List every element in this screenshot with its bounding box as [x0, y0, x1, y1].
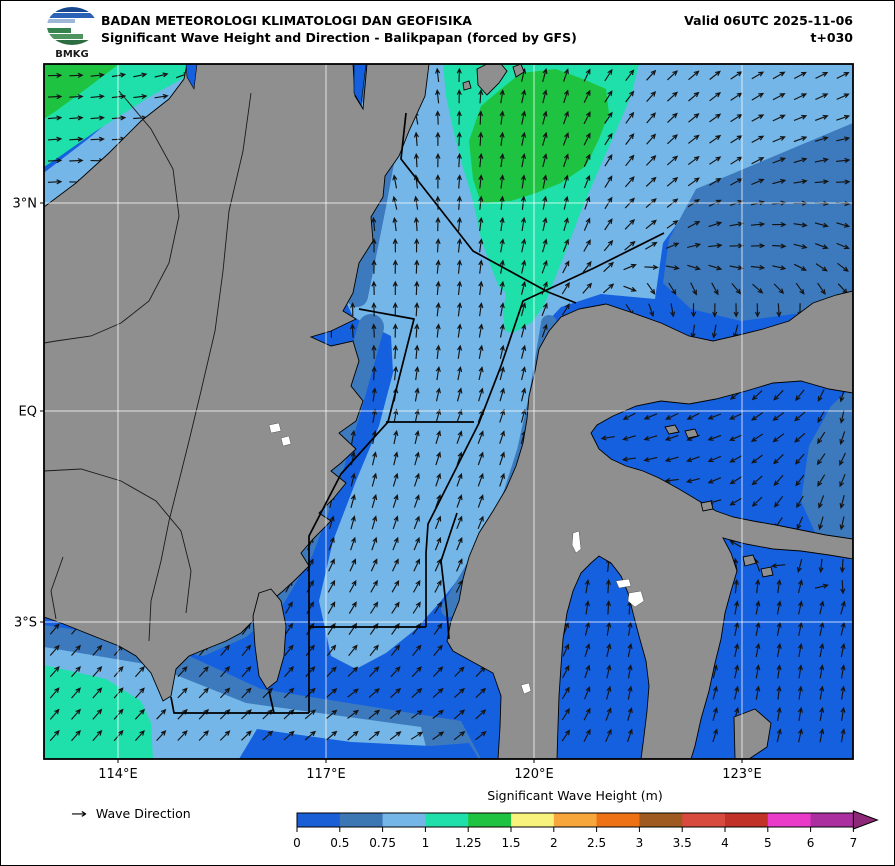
landmass-island-muna-buton	[733, 708, 772, 759]
wave-direction-arrows	[47, 67, 851, 743]
landmass-island-banggai-1	[700, 500, 714, 512]
colorbar-outline	[296, 812, 854, 828]
landmass-pulau-laut	[252, 588, 287, 690]
landmass-island-togian-1	[664, 424, 680, 435]
sea-layer-5	[801, 386, 853, 561]
sea-layer-12	[44, 64, 209, 167]
colorbar-segment-7	[596, 813, 640, 827]
forecast-zone-boundary-0	[400, 112, 577, 304]
forecast-zone-boundary-1	[425, 232, 665, 627]
sea-layer-15	[469, 69, 609, 203]
y-axis-label: EQ	[19, 405, 37, 420]
colorbar-tick-label: 3.5	[673, 836, 692, 850]
lake-5	[280, 435, 292, 447]
colorbar-tick-label: 0.5	[330, 836, 349, 850]
sea-layer-0	[319, 64, 853, 669]
colorbar-tick-label: 0.75	[369, 836, 396, 850]
sea-layer-1	[663, 123, 853, 321]
landmass-island-banggai-2	[742, 554, 757, 567]
landmass-island-banggai-3	[760, 566, 774, 578]
colorbar-segment-10	[725, 813, 769, 827]
forecast-zone-boundary-4	[170, 696, 309, 714]
product-title: Significant Wave Height and Direction - …	[101, 30, 577, 45]
colorbar-segment-11	[767, 813, 811, 827]
lake-0	[571, 530, 582, 554]
landmass-island-north-2	[462, 80, 472, 91]
valid-time-block: Valid 06UTC 2025-11-06 t+030	[684, 12, 853, 46]
forecast-zone-boundary-7	[440, 512, 458, 640]
x-axis-label: 123°E	[722, 767, 762, 782]
colorbar-segment-1	[339, 813, 383, 827]
colorbar-tick-label: 4	[721, 836, 729, 850]
header-title-block: BADAN METEOROLOGI KLIMATOLOGI DAN GEOFIS…	[101, 12, 577, 46]
colorbar-segment-9	[682, 813, 726, 827]
colorbar-segment-6	[553, 813, 597, 827]
x-axis-label: 120°E	[514, 767, 554, 782]
colorbar-tick-label: 7	[850, 836, 858, 850]
wave-direction-arrow-icon: →	[71, 807, 88, 822]
landmass-island-togian-2	[684, 428, 699, 439]
colorbar-segment-12	[810, 813, 854, 827]
forecast-zone-boundary-3	[308, 308, 415, 713]
colorbar-title: Significant Wave Height (m)	[487, 788, 663, 803]
colorbar-segment-0	[297, 813, 341, 827]
wave-direction-legend: → Wave Direction	[71, 806, 191, 822]
colorbar-tick-label: 3	[636, 836, 644, 850]
sea-layer-8	[239, 729, 479, 759]
coastal-inlet-0	[185, 64, 198, 90]
colorbar-tick-label: 0	[293, 836, 301, 850]
colorbar-segment-2	[382, 813, 426, 827]
colorbar-tick-label: 1.25	[455, 836, 482, 850]
colorbar-tick-label: 6	[807, 836, 815, 850]
province-border-3	[50, 556, 64, 620]
colorbar-tick-label: 5	[764, 836, 772, 850]
forecast-zone-boundary-6	[268, 690, 275, 714]
province-border-0	[44, 90, 180, 344]
colorbar-tick-label: 2	[550, 836, 558, 850]
agency-title: BADAN METEOROLOGI KLIMATOLOGI DAN GEOFIS…	[101, 13, 472, 28]
colorbar-extend-arrow	[852, 810, 879, 830]
bmkg-logo-text: BMKG	[55, 49, 89, 60]
colorbar-segment-8	[639, 813, 683, 827]
lake-1	[520, 682, 532, 695]
colorbar-segment-5	[511, 813, 555, 827]
province-border-2	[44, 468, 192, 614]
landmass-kalimantan	[44, 64, 430, 702]
y-axis-label: 3°S	[14, 616, 37, 631]
landmass-sulawesi	[446, 290, 853, 759]
colorbar-tick-label: 2.5	[587, 836, 606, 850]
lake-3	[627, 590, 645, 608]
landmass-island-north-1	[476, 64, 508, 96]
sea-layer-9	[44, 665, 153, 759]
x-axis-label: 114°E	[98, 767, 138, 782]
valid-time: Valid 06UTC 2025-11-06	[684, 13, 853, 28]
wave-direction-label: Wave Direction	[95, 806, 191, 821]
colorbar-tick-label: 1.5	[501, 836, 520, 850]
y-axis-label: 3°N	[13, 197, 38, 212]
sea-layer-13	[44, 64, 119, 119]
bmkg-logo: BMKG	[47, 7, 97, 60]
colorbar-segment-3	[425, 813, 469, 827]
colorbar-segment-4	[468, 813, 512, 827]
lake-2	[615, 578, 632, 589]
province-border-1	[148, 92, 252, 642]
landmass-island-north-3	[512, 64, 525, 78]
map-layers	[44, 64, 853, 759]
forecast-step: t+030	[810, 30, 853, 45]
coastal-inlet-1	[353, 64, 367, 106]
lake-4	[268, 422, 282, 434]
colorbar-tick-label: 1	[422, 836, 430, 850]
x-axis-label: 117°E	[306, 767, 346, 782]
